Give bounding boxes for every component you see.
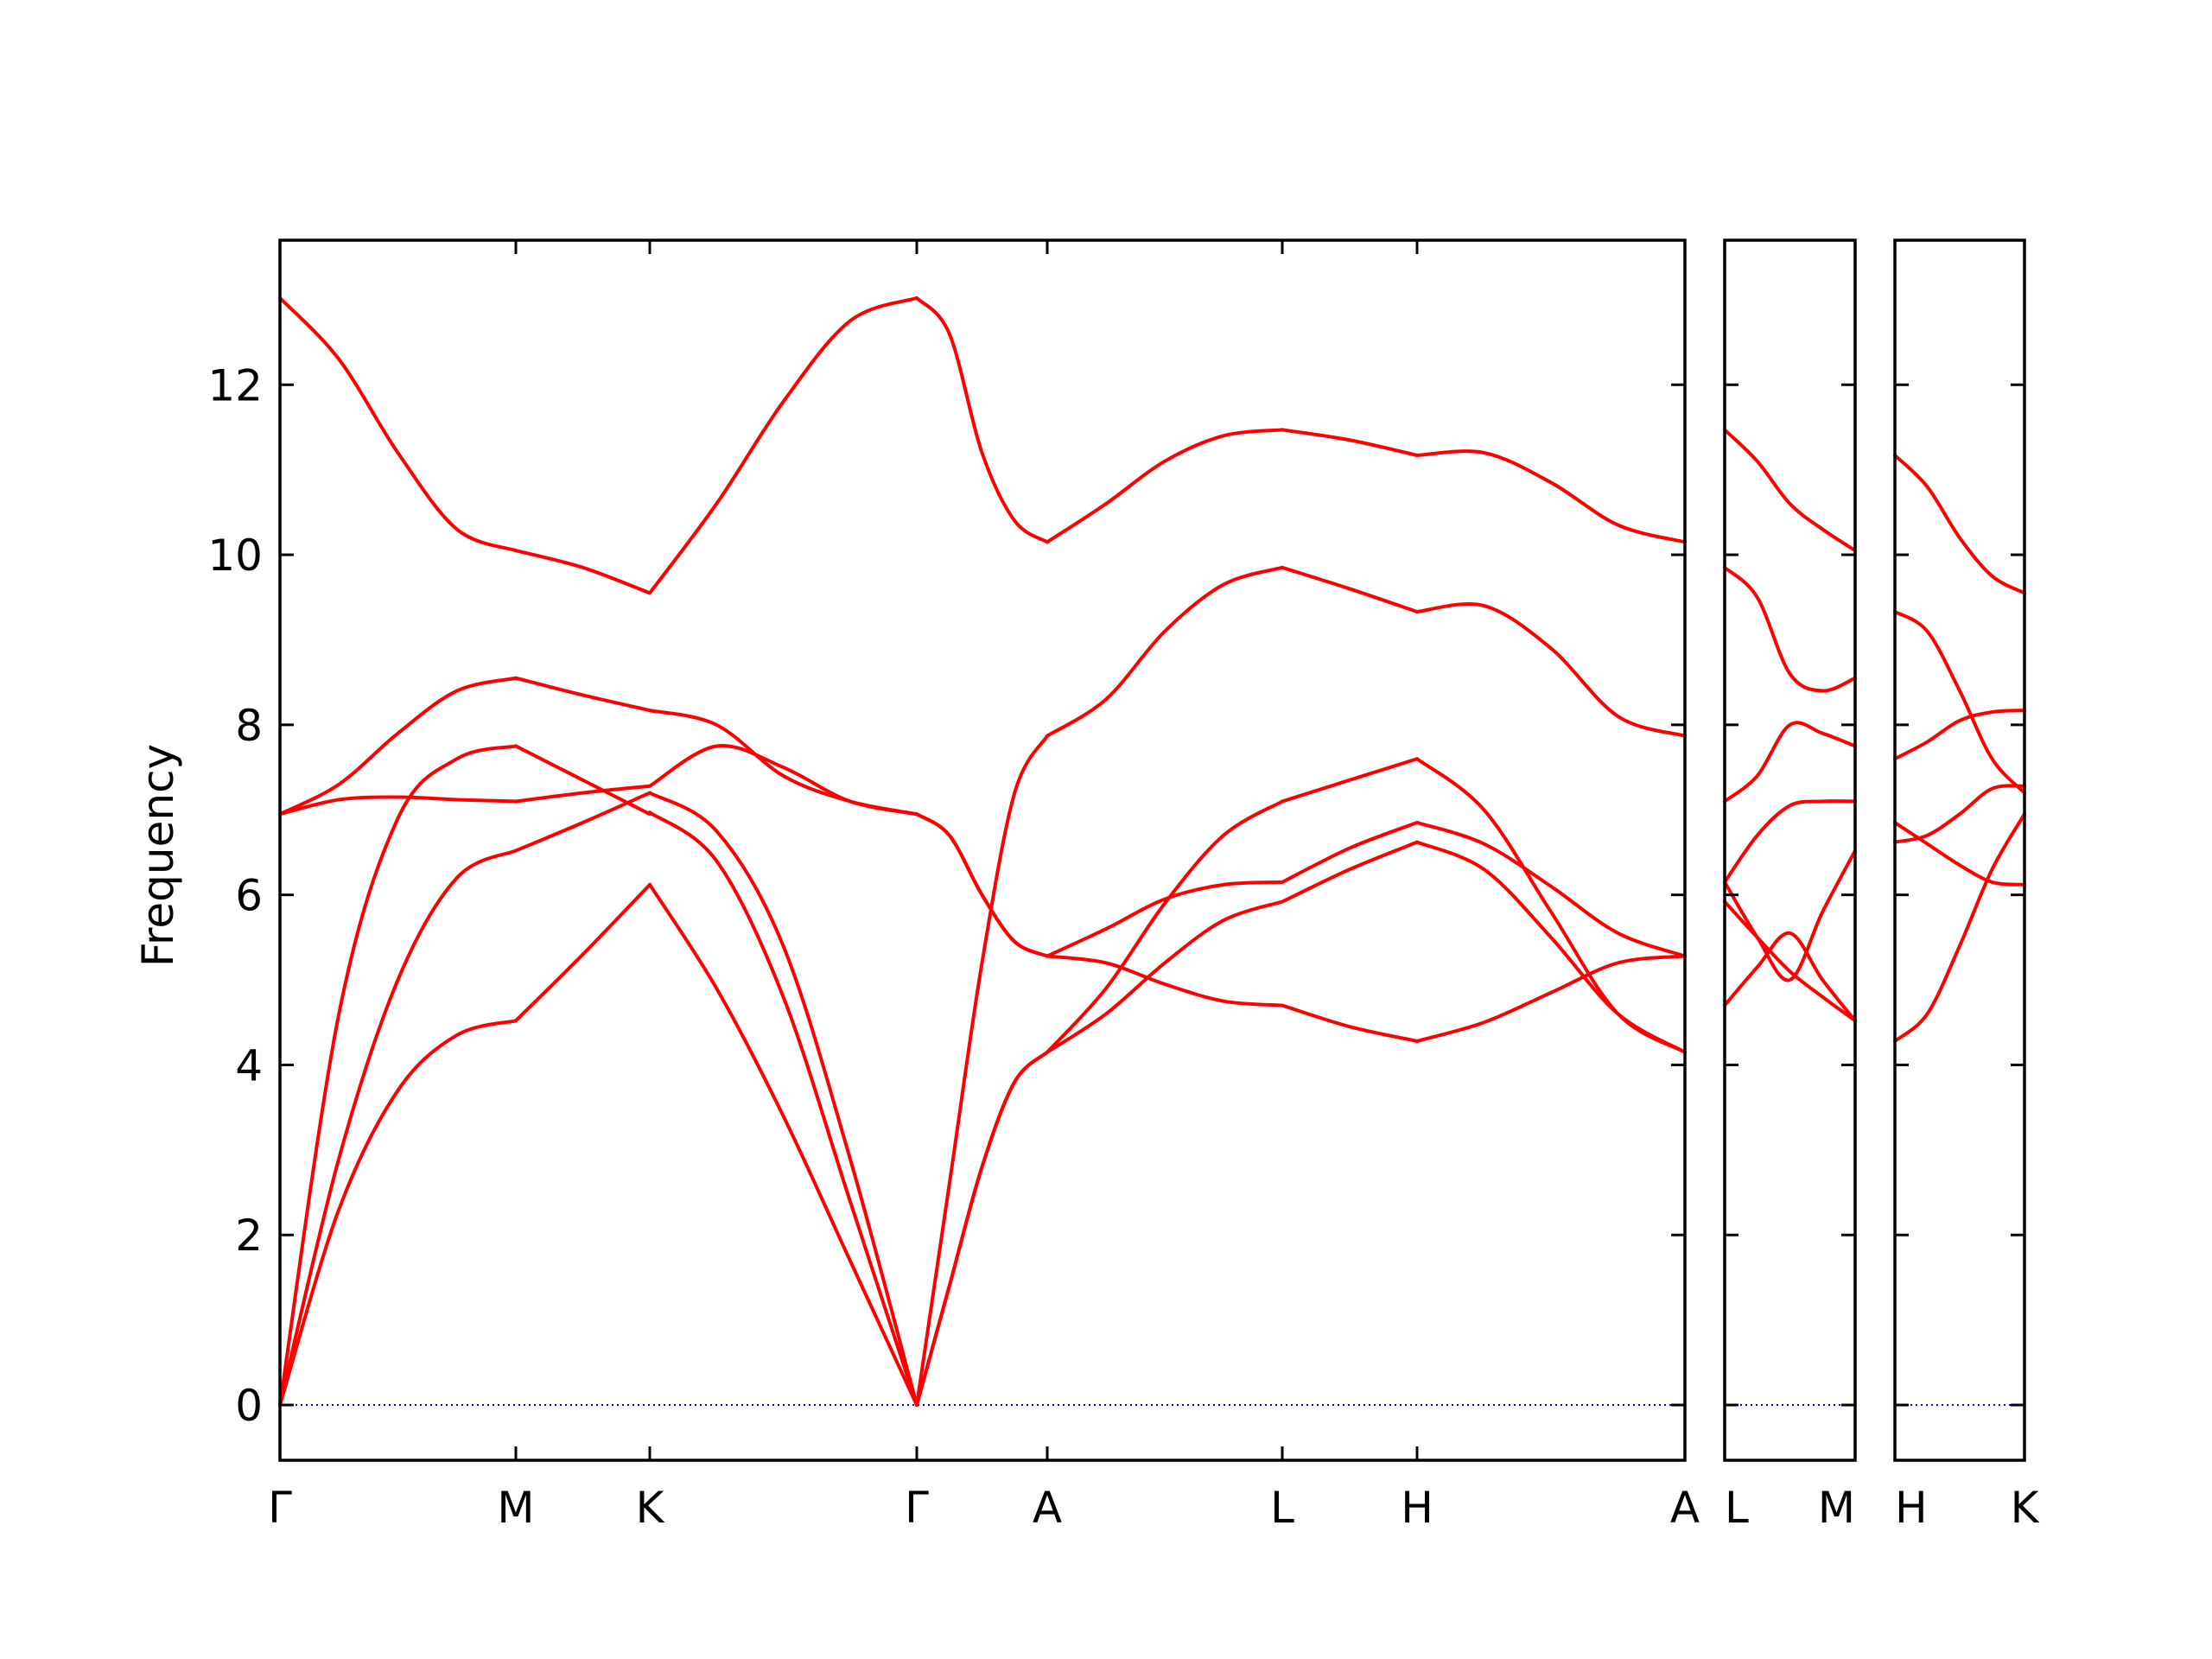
x-tick-label: L [1725, 1483, 1749, 1533]
y-tick-label: 8 [235, 701, 263, 751]
band-4-H-K [1893, 610, 2026, 795]
band-0-Γ-A [915, 1050, 1049, 1408]
x-tick-label: K [2011, 1483, 2040, 1533]
band-5-K-Γ [648, 296, 918, 595]
band-4-H-A [1415, 602, 1687, 738]
band-1-M-K [514, 791, 652, 853]
band-1-A-L [1046, 799, 1284, 1054]
x-tick-label: M [497, 1483, 534, 1533]
band-2-H-A [1415, 757, 1687, 1054]
x-tick-label: A [1670, 1483, 1700, 1533]
panel-frame [1893, 238, 2026, 1462]
band-5-M-K [514, 549, 652, 595]
band-3-M-K [514, 784, 652, 804]
band-1-L-H [1281, 821, 1419, 884]
band-4-L-M [1723, 721, 1857, 804]
band-0-M-K [514, 882, 652, 1023]
x-tick-label: Γ [905, 1483, 929, 1533]
x-tick-label: M [1818, 1483, 1855, 1533]
band-1-Γ-A [915, 1050, 1049, 1408]
x-tick-label: A [1033, 1483, 1062, 1533]
band-0-Γ-M [278, 1019, 518, 1408]
band-0-L-M [1723, 931, 1857, 1023]
x-tick-label: K [636, 1483, 665, 1533]
band-3-K-Γ [648, 743, 918, 817]
band-5-L-M [1723, 565, 1857, 693]
band-5-Γ-M [278, 296, 518, 553]
y-tick-label: 0 [235, 1381, 263, 1431]
y-tick-label: 4 [235, 1040, 263, 1090]
x-tick-label: Γ [268, 1483, 292, 1533]
band-2-A-L [1046, 880, 1284, 958]
band-3-Γ-M [278, 795, 518, 817]
band-4-K-Γ [648, 709, 918, 817]
band-2-Γ-A [915, 734, 1049, 1408]
band-2-L-M [1723, 799, 1857, 884]
panel-frame [1723, 238, 1857, 1462]
band-2-H-K [1893, 821, 2026, 887]
band-4-Γ-M [278, 676, 518, 817]
band-4-M-K [514, 676, 652, 713]
band-0-K-Γ [648, 882, 918, 1408]
band-5-H-A [1415, 449, 1687, 544]
band-6-L-M [1723, 428, 1857, 553]
y-tick-label: 6 [235, 871, 263, 921]
band-3-H-K [1893, 709, 2026, 761]
band-5-A-L [1046, 428, 1284, 544]
band-2-Γ-M [278, 744, 518, 1408]
x-tick-label: H [1895, 1483, 1928, 1533]
band-3-A-L [1046, 954, 1284, 1007]
band-0-A-L [1046, 899, 1284, 1054]
band-0-H-A [1415, 840, 1687, 1054]
band-1-Γ-M [278, 849, 518, 1408]
band-4-L-H [1281, 565, 1419, 613]
band-4-A-L [1046, 565, 1284, 738]
band-5-H-K [1893, 453, 2026, 595]
y-axis-label: Frequency [133, 744, 183, 967]
y-tick-label: 2 [235, 1211, 263, 1261]
band-5-Γ-A [915, 296, 1049, 544]
band-5-L-H [1281, 428, 1419, 457]
band-3-L-H [1281, 1003, 1419, 1043]
band-3-Γ-A [915, 812, 1049, 958]
band-1-K-Γ [648, 810, 918, 1408]
panel-frame [278, 238, 1687, 1462]
x-tick-label: L [1270, 1483, 1294, 1533]
band-3-L-M [1723, 849, 1857, 982]
band-3-H-A [1415, 954, 1687, 1043]
band-1-L-M [1723, 899, 1857, 1023]
y-tick-label: 10 [207, 531, 263, 581]
band-2-M-K [514, 744, 652, 817]
band-2-L-H [1281, 757, 1419, 804]
x-tick-label: H [1401, 1483, 1433, 1533]
band-0-H-K [1893, 812, 2026, 1043]
band-2-K-Γ [648, 791, 918, 1408]
band-1-H-A [1415, 821, 1687, 958]
y-tick-label: 12 [207, 360, 263, 410]
band-0-L-H [1281, 840, 1419, 904]
band-4-Γ-A [915, 812, 1049, 958]
